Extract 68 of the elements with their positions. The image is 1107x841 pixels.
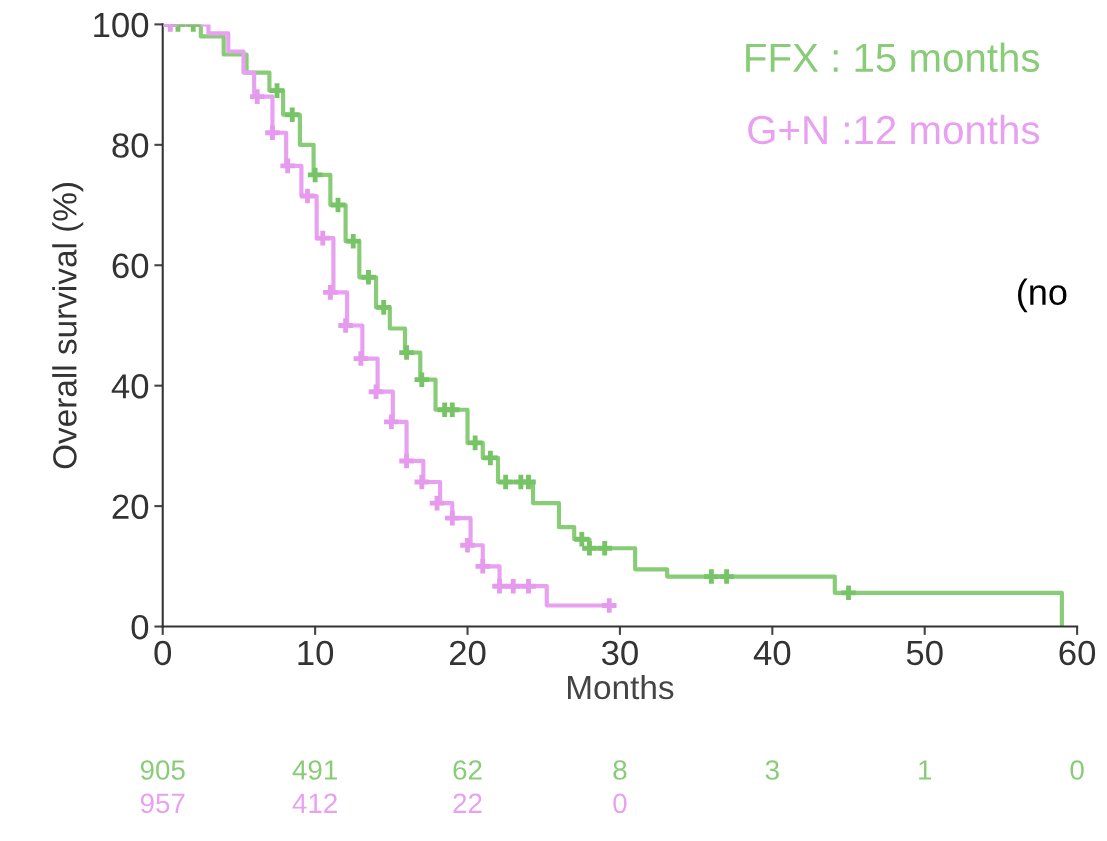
point: [353, 351, 369, 366]
point: [601, 598, 617, 613]
point: [841, 585, 856, 601]
text: 1: [919, 760, 932, 780]
point: [368, 384, 384, 399]
y-tick-label: 60: [112, 253, 149, 279]
point: [445, 510, 460, 526]
annotation: (no: [1018, 278, 1067, 313]
point: [300, 188, 315, 204]
point: [574, 531, 590, 547]
point: [429, 495, 445, 511]
text: 905: [140, 760, 185, 780]
point: [323, 285, 338, 300]
point: [265, 125, 280, 141]
y-tick-label: 40: [111, 374, 149, 399]
point: [467, 435, 483, 451]
y-tick-label: 100: [94, 12, 149, 38]
point: [414, 474, 430, 490]
x-tick-label: 0: [154, 640, 172, 666]
point: [361, 270, 376, 285]
point: [460, 537, 475, 553]
y-tick-label: 80: [112, 133, 149, 158]
point: [280, 158, 295, 174]
point: [445, 402, 460, 418]
x-axis-title: Months: [568, 674, 674, 700]
point: [521, 474, 536, 490]
point: [307, 167, 323, 183]
point: [269, 83, 285, 98]
point: [414, 372, 430, 387]
point: [338, 318, 353, 333]
point: [399, 453, 414, 469]
point: [345, 233, 361, 249]
text: 412: [292, 793, 337, 813]
x-tick-label: 20: [449, 640, 486, 666]
point: [492, 578, 507, 594]
text: G+N :12 months: [748, 114, 1040, 145]
y-axis-title: Overall survival (%): [52, 183, 84, 469]
point: [284, 107, 300, 122]
y-tick-label: 20: [112, 494, 149, 520]
point: [483, 450, 498, 466]
point: [505, 578, 521, 594]
x-tick-label: 10: [298, 640, 334, 666]
x-tick-label: 40: [753, 640, 791, 666]
text: 0: [1070, 760, 1084, 780]
text: FFX : 15 months: [746, 42, 1040, 73]
point: [249, 89, 265, 104]
text: 62: [453, 760, 482, 780]
point: [704, 569, 719, 584]
point: [582, 540, 597, 556]
y-tick-label: 0: [131, 614, 149, 640]
text: 0: [613, 793, 627, 814]
point: [315, 230, 331, 246]
point: [597, 540, 612, 556]
point: [521, 578, 536, 594]
point: [498, 474, 513, 490]
text: 491: [292, 760, 337, 780]
point: [475, 559, 491, 574]
x-tick-label: 60: [1059, 640, 1096, 666]
point: [384, 414, 399, 430]
text: 8: [613, 760, 627, 780]
point: [376, 300, 391, 315]
point: [719, 569, 734, 584]
x-tick-label: 30: [601, 640, 638, 666]
x-tick-label: 50: [906, 640, 943, 666]
text: 957: [140, 793, 185, 814]
point: [399, 345, 414, 360]
text: 3: [765, 760, 779, 780]
text: 22: [453, 793, 482, 813]
